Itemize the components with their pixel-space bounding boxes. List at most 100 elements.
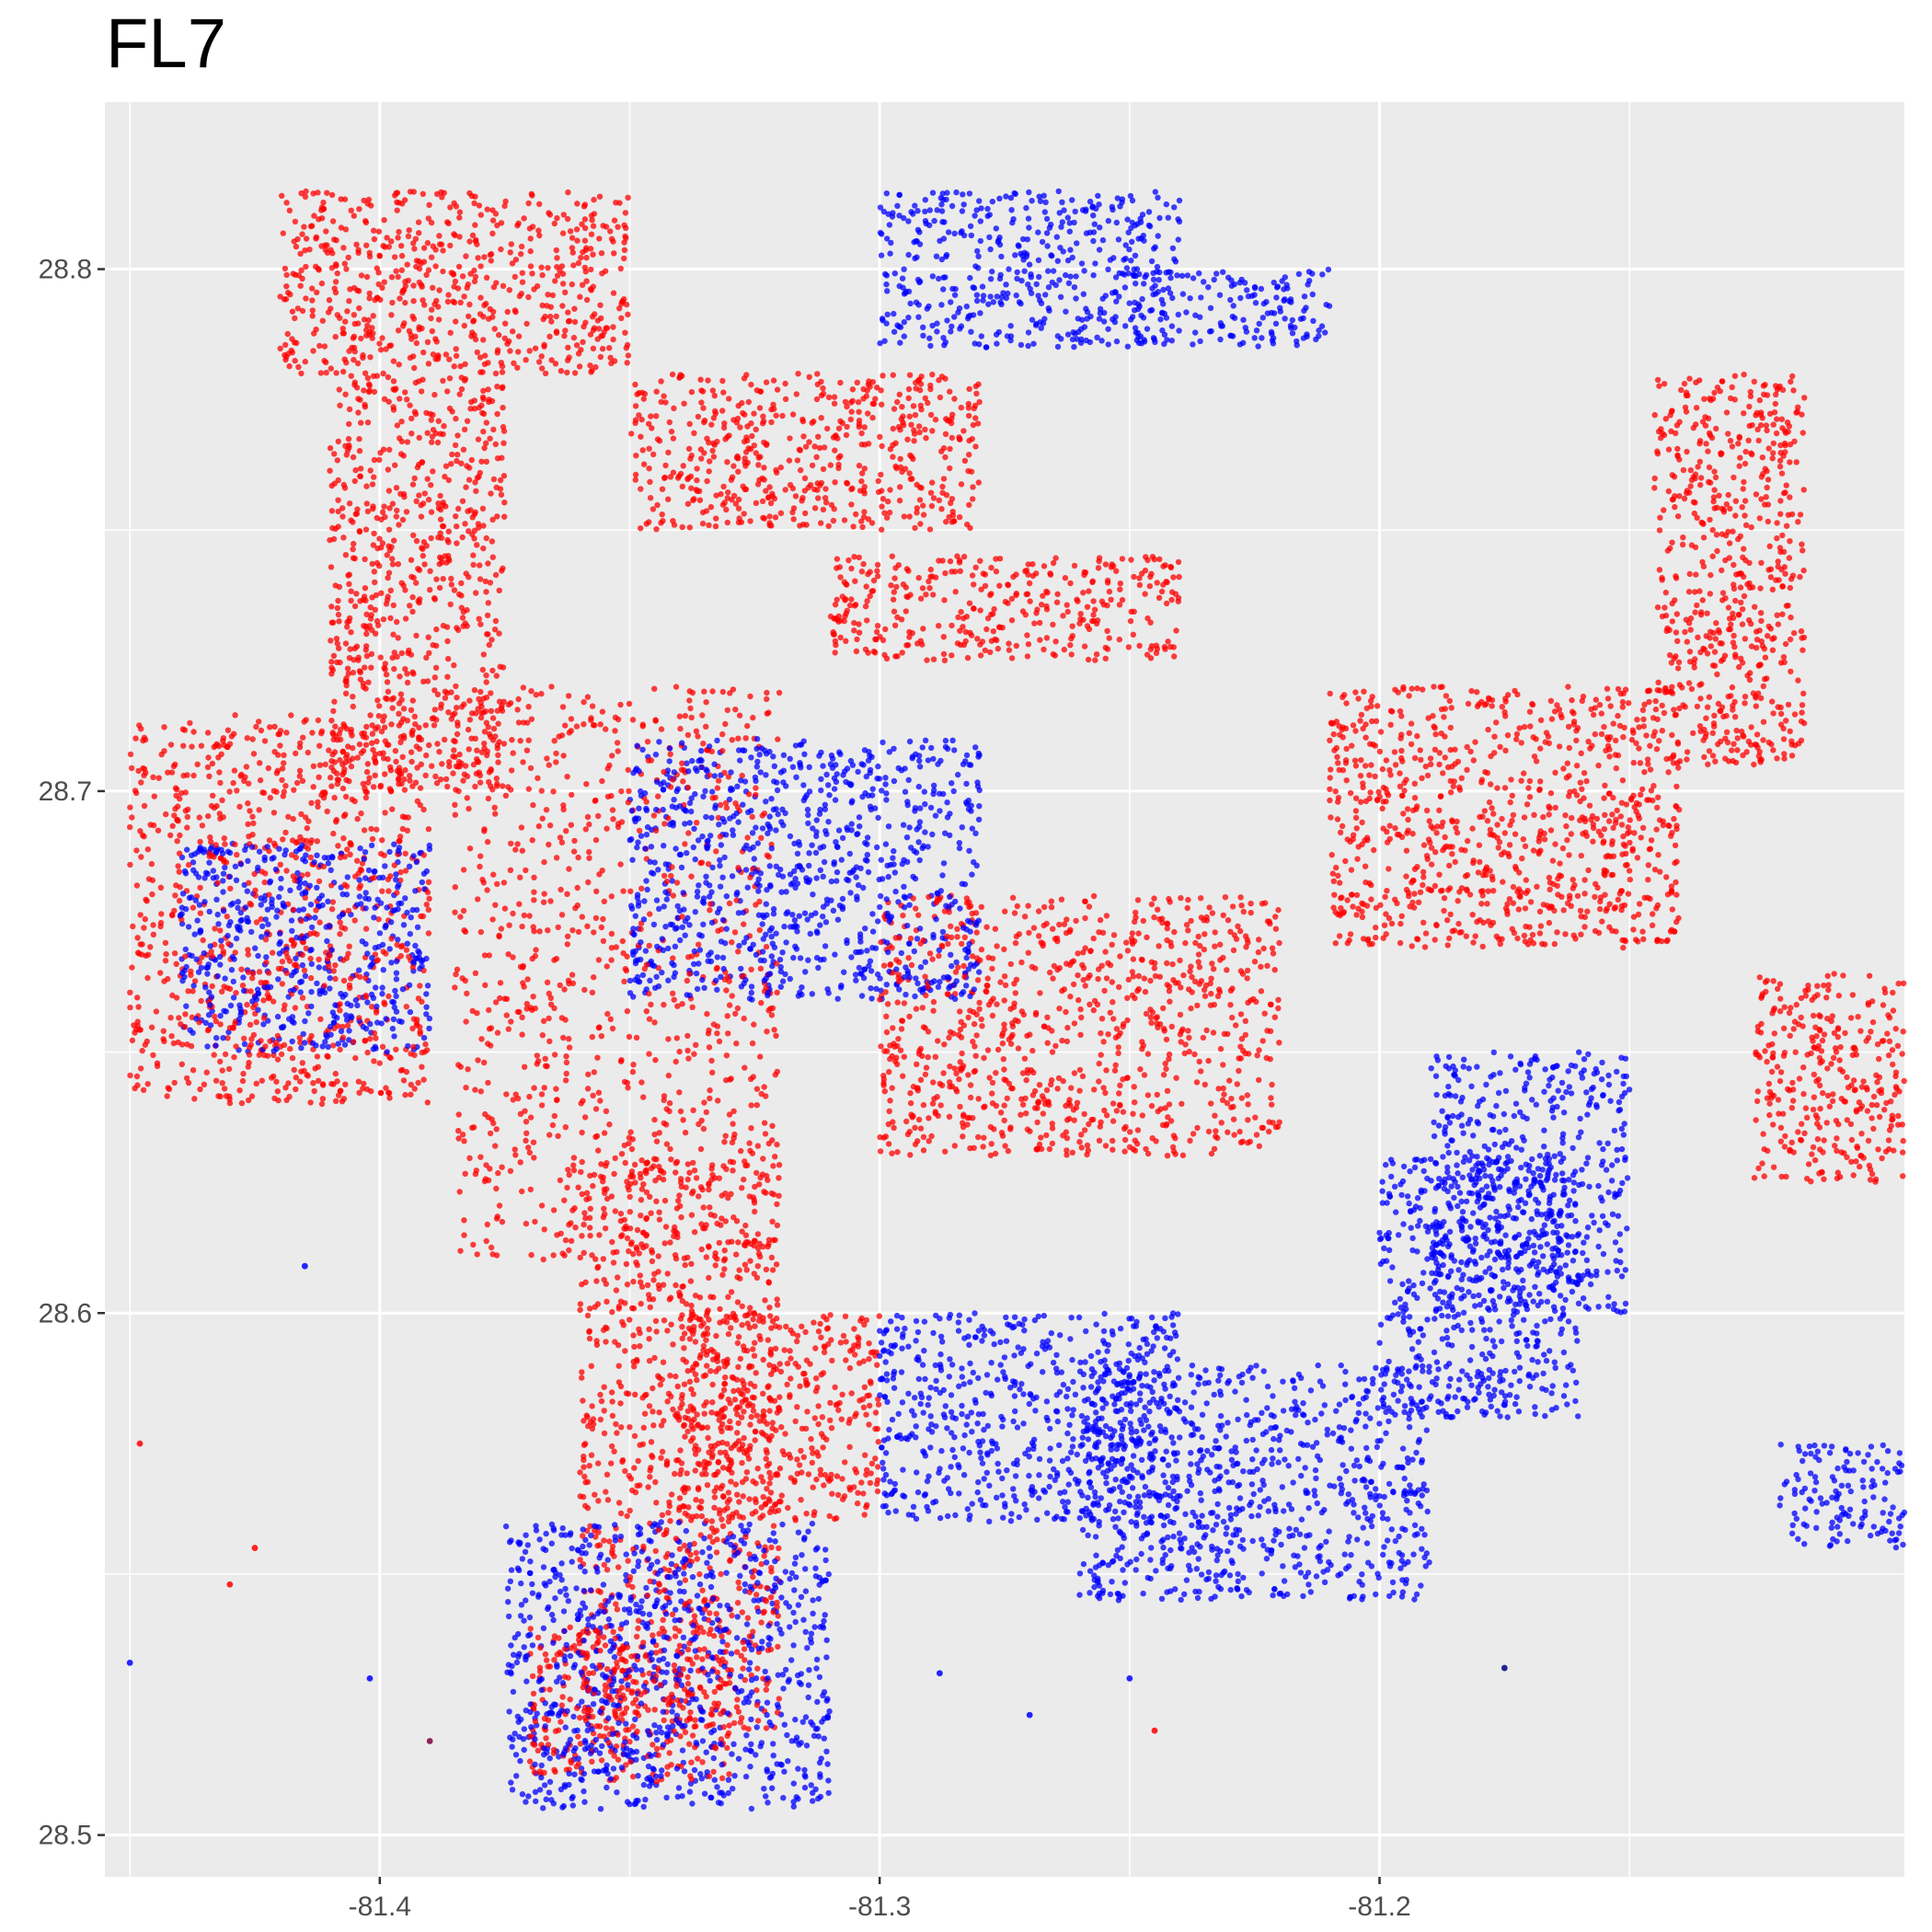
data-point	[1253, 1447, 1259, 1454]
data-point	[686, 1788, 694, 1795]
data-point	[197, 910, 204, 916]
data-point	[1468, 1343, 1476, 1351]
data-point	[422, 722, 429, 729]
data-point	[696, 1294, 704, 1301]
data-point	[1276, 1119, 1282, 1126]
data-point	[725, 1330, 732, 1338]
data-point	[362, 926, 370, 932]
data-point	[1452, 1093, 1459, 1099]
data-point	[763, 943, 770, 950]
data-point	[745, 1455, 753, 1462]
data-point	[886, 509, 893, 516]
data-point	[429, 763, 435, 769]
data-point	[1522, 1200, 1529, 1207]
data-point	[589, 217, 595, 224]
data-point	[846, 869, 853, 876]
data-point	[889, 1085, 895, 1091]
data-point	[246, 780, 252, 787]
data-point	[1195, 1556, 1202, 1562]
data-point	[1562, 812, 1569, 819]
data-point	[1352, 763, 1360, 769]
data-point	[370, 505, 376, 512]
data-point	[1096, 1137, 1103, 1144]
data-point	[1502, 1126, 1509, 1133]
data-point	[638, 833, 645, 839]
data-point	[393, 485, 400, 491]
data-point	[134, 1018, 141, 1025]
data-point	[970, 1369, 977, 1376]
data-point	[1515, 1203, 1522, 1211]
data-point	[943, 253, 949, 260]
data-point	[660, 806, 666, 813]
data-point	[779, 873, 787, 880]
data-point	[1478, 901, 1485, 907]
data-point	[926, 585, 933, 592]
data-point	[525, 704, 532, 710]
data-point	[397, 868, 404, 876]
data-point	[766, 1536, 773, 1544]
data-point	[350, 694, 356, 700]
data-point	[1890, 1061, 1896, 1068]
data-point	[689, 1732, 696, 1739]
data-point	[1716, 492, 1722, 499]
data-point	[523, 357, 529, 363]
data-point	[1044, 1510, 1051, 1516]
data-point	[261, 879, 268, 886]
data-point	[346, 500, 353, 507]
data-point	[1565, 1363, 1571, 1371]
data-point	[388, 274, 396, 281]
data-point	[1765, 1080, 1773, 1087]
data-point	[603, 224, 610, 230]
data-point	[1058, 896, 1065, 903]
data-point	[922, 395, 928, 401]
data-point	[310, 1080, 316, 1087]
data-point	[948, 328, 954, 335]
data-point	[1425, 836, 1432, 843]
data-point	[1568, 1090, 1575, 1097]
data-point	[949, 622, 955, 629]
data-point	[692, 1467, 698, 1474]
data-point	[342, 391, 349, 397]
data-point	[1300, 1593, 1306, 1600]
data-point	[564, 891, 570, 897]
data-point	[167, 1015, 174, 1021]
data-point	[1791, 1487, 1799, 1493]
data-point	[514, 364, 521, 371]
data-point	[1572, 1397, 1579, 1405]
data-point	[1581, 891, 1588, 897]
data-point	[1033, 281, 1040, 288]
data-point	[901, 266, 907, 272]
data-point	[477, 369, 484, 375]
data-point	[1798, 1137, 1805, 1144]
data-point	[977, 218, 984, 224]
data-point	[529, 1673, 536, 1680]
data-point	[1015, 1344, 1021, 1351]
data-point	[1759, 1160, 1765, 1167]
data-point	[134, 935, 141, 941]
data-point	[1415, 1339, 1422, 1345]
data-point	[771, 778, 777, 785]
data-point	[567, 1624, 573, 1631]
data-point	[755, 462, 762, 468]
data-point	[1231, 1132, 1237, 1138]
data-point	[1793, 1515, 1800, 1523]
data-point	[402, 850, 408, 857]
data-point	[635, 1563, 641, 1570]
data-point	[1168, 1023, 1176, 1030]
data-point	[1382, 893, 1388, 901]
data-point	[584, 1727, 591, 1734]
data-point	[1595, 762, 1602, 769]
data-point	[409, 481, 417, 488]
data-point	[1022, 1450, 1029, 1457]
data-point	[832, 447, 838, 454]
data-point	[1563, 1088, 1570, 1096]
data-point	[1811, 1071, 1818, 1078]
data-point	[815, 1403, 822, 1409]
data-point	[1291, 1552, 1297, 1558]
data-point	[498, 491, 505, 498]
data-point	[167, 742, 175, 748]
data-point	[1376, 748, 1384, 755]
data-point	[824, 425, 831, 432]
data-point	[601, 1384, 607, 1390]
data-point	[1590, 711, 1597, 719]
